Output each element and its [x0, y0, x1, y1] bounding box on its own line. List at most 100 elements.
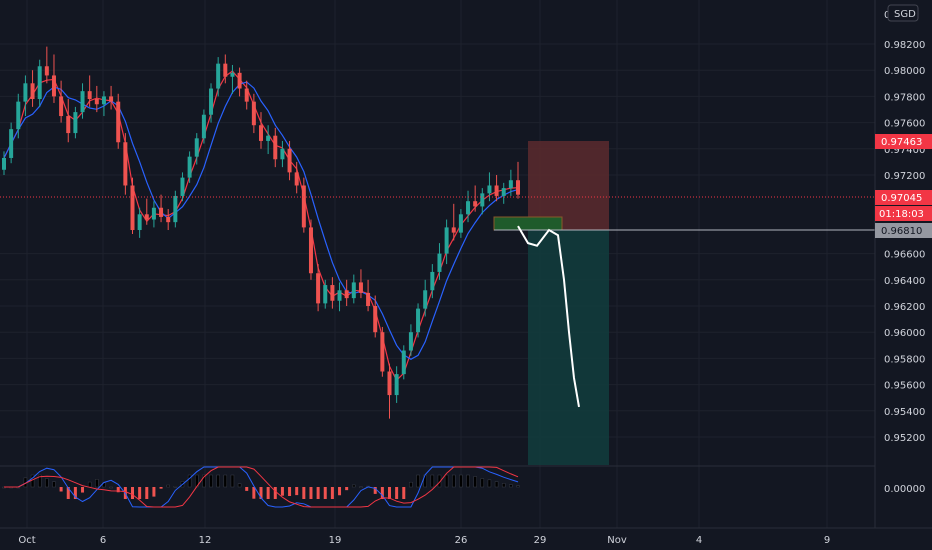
time-tick-label: 9	[824, 535, 830, 546]
candle-body	[9, 129, 14, 158]
macd-histogram-bar	[252, 487, 256, 499]
macd-histogram-bar	[52, 481, 56, 488]
macd-histogram-bar	[187, 474, 192, 488]
macd-histogram-bar	[280, 487, 284, 496]
macd-histogram-bar	[45, 478, 49, 488]
stop-loss-tag: 0.97463	[875, 134, 932, 149]
time-axis[interactable]: Oct 6 12 19 26 29 Nov 4 9	[18, 535, 830, 546]
candle-body	[351, 282, 356, 299]
macd-histogram-bar	[237, 483, 242, 488]
macd-histogram-bar	[223, 474, 228, 488]
candle-body	[408, 332, 413, 351]
price-tick-label: 0.96600	[884, 250, 925, 261]
candle-body	[501, 188, 506, 196]
candle-body	[44, 66, 49, 76]
candle-body	[187, 156, 192, 178]
price-tick-label: 0.98000	[884, 66, 925, 77]
macd-histogram-bar	[259, 487, 263, 499]
price-tick-label: 0.97800	[884, 92, 925, 103]
candle-body	[380, 332, 385, 372]
macd-histogram-bar	[330, 487, 334, 499]
candle-body	[394, 374, 399, 396]
macd-histogram-bar	[430, 474, 435, 488]
price-tick-label: 0.98200	[884, 40, 925, 51]
candle-body	[516, 180, 520, 195]
price-tick-label: 0.95600	[884, 381, 925, 392]
macd-histogram-bar	[230, 474, 235, 488]
macd-histogram-bar	[509, 484, 513, 488]
macd-histogram-bar	[273, 487, 277, 499]
macd-axis-label: 0.00000	[884, 484, 925, 495]
short-position-tool[interactable]	[493, 141, 609, 465]
macd-histogram-bar	[66, 487, 70, 499]
macd-histogram-bar	[87, 481, 92, 488]
macd-histogram-bar	[487, 479, 492, 488]
candle-body	[344, 290, 349, 299]
entry-tag: 0.96810	[875, 223, 932, 238]
macd-histogram-bar	[395, 487, 399, 499]
price-tick-label: 0.96200	[884, 302, 925, 313]
price-tick-label: 0.96000	[884, 328, 925, 339]
candle-body	[30, 83, 35, 100]
candle-body	[458, 214, 463, 233]
entry-value: 0.96810	[881, 226, 922, 237]
candle-body	[16, 101, 21, 130]
candle-body	[294, 172, 299, 186]
candle-body	[166, 216, 171, 223]
price-tick-label: 0.97400	[884, 145, 925, 156]
candle-body	[216, 63, 221, 89]
candle-body	[109, 96, 114, 102]
candle-body	[101, 96, 106, 105]
macd-histogram-bar	[402, 487, 406, 499]
currency-badge[interactable]	[887, 4, 919, 22]
candle-body	[23, 83, 28, 102]
macd-histogram-bar	[323, 487, 327, 499]
risk-zone[interactable]	[528, 141, 609, 230]
macd-line	[4, 466, 519, 508]
candle-body	[373, 306, 378, 333]
candle-body	[2, 157, 6, 170]
candle-body	[194, 138, 199, 157]
macd-histogram-bar	[480, 478, 485, 488]
time-tick-label: 26	[455, 535, 468, 546]
macd-histogram-bar	[159, 487, 163, 489]
stop-loss-value: 0.97463	[881, 137, 922, 148]
macd-histogram-bar	[166, 484, 170, 488]
candle-body	[209, 88, 214, 115]
candle-body	[430, 271, 435, 291]
reward-zone[interactable]	[528, 230, 609, 465]
macd-histogram-bar	[345, 487, 349, 491]
candle-body	[137, 214, 142, 231]
macd-histogram-bar	[109, 486, 113, 489]
candle-body	[330, 285, 335, 301]
projected-path	[517, 225, 580, 408]
candle-body	[480, 193, 485, 207]
countdown-value: 01:18:03	[879, 209, 924, 220]
time-tick-label: Nov	[607, 535, 627, 546]
macd-histogram-bar	[444, 474, 449, 488]
macd-histogram-bar	[295, 487, 299, 496]
macd-histogram-bar	[452, 474, 456, 488]
macd-histogram-bar	[302, 487, 306, 499]
candle-body	[130, 185, 135, 231]
macd-histogram-bar	[388, 487, 391, 499]
macd-histogram-bar	[209, 474, 213, 488]
candle-body	[444, 227, 449, 254]
candle-body	[144, 214, 149, 220]
candle-body	[437, 253, 442, 272]
time-tick-label: 12	[199, 535, 212, 546]
candle-body	[451, 227, 456, 233]
candle-body	[251, 101, 256, 126]
candle-body	[473, 201, 478, 207]
time-tick-label: 29	[534, 535, 547, 546]
entry-block[interactable]	[493, 216, 563, 231]
macd-histogram-bar	[516, 485, 520, 488]
price-axis[interactable]: 0.98200 0.98000 0.97800 0.97600 0.97400 0.972…	[884, 40, 925, 444]
macd-histogram-bar	[202, 474, 206, 488]
macd-histogram-bar	[245, 487, 249, 491]
macd-histogram-bar	[466, 474, 470, 488]
price-tick-label: 0.95400	[884, 407, 925, 418]
candlestick-series	[2, 46, 520, 419]
